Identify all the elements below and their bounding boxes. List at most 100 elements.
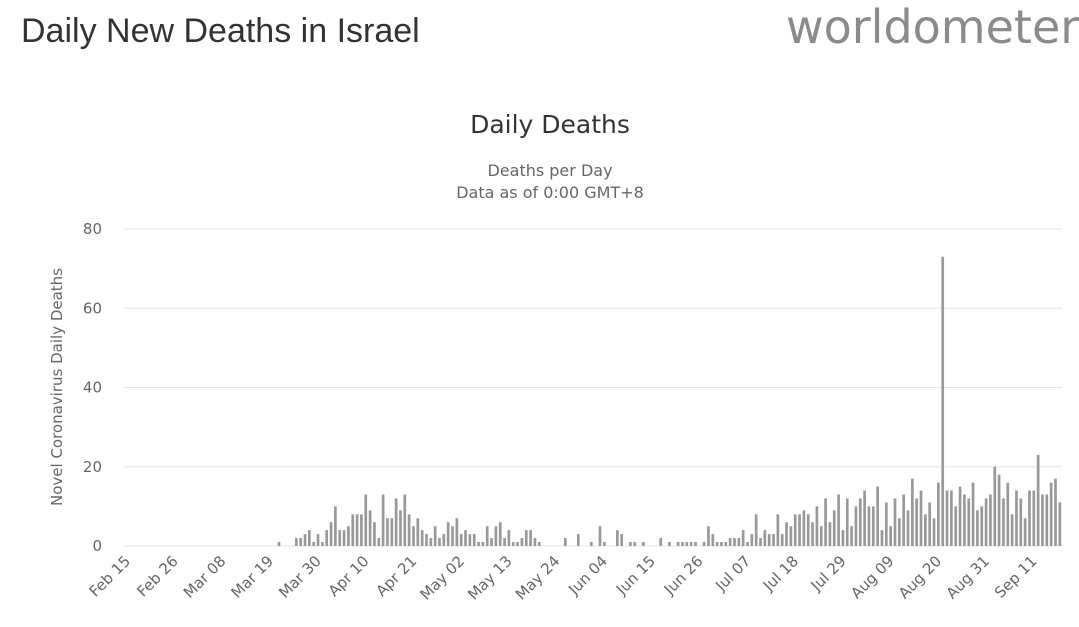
bar[interactable] <box>603 542 606 546</box>
bar[interactable] <box>338 530 342 546</box>
bar[interactable] <box>368 510 372 546</box>
bar[interactable] <box>967 498 971 546</box>
bar[interactable] <box>737 538 741 546</box>
bar[interactable] <box>494 526 498 546</box>
bar[interactable] <box>707 526 710 546</box>
bar[interactable] <box>876 486 879 546</box>
bar[interactable] <box>741 530 745 546</box>
bar[interactable] <box>889 526 892 546</box>
bar[interactable] <box>598 526 602 546</box>
bar[interactable] <box>1023 518 1027 546</box>
bar[interactable] <box>924 514 927 546</box>
bar[interactable] <box>785 522 788 546</box>
bar[interactable] <box>711 534 715 546</box>
bar[interactable] <box>1045 494 1049 546</box>
bar[interactable] <box>498 522 502 546</box>
bar[interactable] <box>381 494 385 546</box>
bar[interactable] <box>984 498 988 546</box>
bar[interactable] <box>537 542 541 546</box>
bar[interactable] <box>1036 454 1040 546</box>
bar[interactable] <box>850 526 853 546</box>
bar[interactable] <box>1006 482 1010 546</box>
bar[interactable] <box>668 542 671 546</box>
bar[interactable] <box>390 518 394 546</box>
bar[interactable] <box>715 542 719 546</box>
bar[interactable] <box>377 538 381 546</box>
bar[interactable] <box>446 522 450 546</box>
bar[interactable] <box>459 534 463 546</box>
bar[interactable] <box>299 538 303 546</box>
bar[interactable] <box>563 538 567 546</box>
bar[interactable] <box>811 522 814 546</box>
bar[interactable] <box>425 534 428 546</box>
bar[interactable] <box>950 490 953 546</box>
bar[interactable] <box>976 510 979 546</box>
bar[interactable] <box>642 542 645 546</box>
bar[interactable] <box>963 494 966 546</box>
bar[interactable] <box>1028 490 1031 546</box>
bar[interactable] <box>485 526 489 546</box>
bar[interactable] <box>733 538 736 546</box>
bar[interactable] <box>806 514 810 546</box>
bar[interactable] <box>694 542 697 546</box>
bar[interactable] <box>529 530 532 546</box>
bar[interactable] <box>633 542 637 546</box>
bar[interactable] <box>802 510 806 546</box>
bar[interactable] <box>455 518 459 546</box>
bar[interactable] <box>871 506 875 547</box>
bar[interactable] <box>971 482 975 546</box>
bar[interactable] <box>863 490 866 546</box>
bar[interactable] <box>1041 494 1044 546</box>
bar[interactable] <box>728 538 732 546</box>
bar[interactable] <box>945 490 949 546</box>
bar[interactable] <box>1049 482 1053 546</box>
bar[interactable] <box>303 534 307 546</box>
bar[interactable] <box>702 542 706 546</box>
bar[interactable] <box>746 542 749 546</box>
bar[interactable] <box>1054 478 1057 546</box>
bar[interactable] <box>919 490 923 546</box>
bar[interactable] <box>277 542 281 546</box>
bar[interactable] <box>516 542 519 546</box>
bar[interactable] <box>360 514 363 546</box>
bar[interactable] <box>932 518 936 546</box>
bar[interactable] <box>412 526 415 546</box>
bar[interactable] <box>989 494 992 546</box>
bar[interactable] <box>754 514 758 546</box>
bar[interactable] <box>416 518 420 546</box>
bar[interactable] <box>312 542 316 546</box>
bar[interactable] <box>511 542 515 546</box>
bar[interactable] <box>841 530 845 546</box>
bar[interactable] <box>854 506 858 547</box>
bar[interactable] <box>1058 502 1062 546</box>
bar[interactable] <box>997 474 1001 546</box>
bar[interactable] <box>451 526 454 546</box>
bar[interactable] <box>620 534 624 546</box>
bar[interactable] <box>589 542 593 546</box>
bar[interactable] <box>776 514 780 546</box>
bar[interactable] <box>1002 498 1005 546</box>
bar[interactable] <box>373 522 376 546</box>
bar[interactable] <box>780 534 784 546</box>
bar[interactable] <box>958 486 962 546</box>
bar[interactable] <box>477 542 480 546</box>
bar[interactable] <box>867 506 871 547</box>
bar[interactable] <box>347 526 350 546</box>
bar[interactable] <box>772 534 775 546</box>
bar[interactable] <box>832 510 836 546</box>
bar[interactable] <box>321 542 324 546</box>
bar[interactable] <box>824 498 827 546</box>
bar[interactable] <box>681 542 684 546</box>
bar[interactable] <box>941 256 945 546</box>
bar[interactable] <box>1010 514 1014 546</box>
bar[interactable] <box>355 514 359 546</box>
bar[interactable] <box>295 538 298 546</box>
bar[interactable] <box>316 534 320 546</box>
bar[interactable] <box>472 534 476 546</box>
bar[interactable] <box>1015 490 1018 546</box>
bar[interactable] <box>750 534 754 546</box>
bar[interactable] <box>893 498 897 546</box>
bar[interactable] <box>676 542 680 546</box>
bar[interactable] <box>902 494 906 546</box>
bar[interactable] <box>798 514 801 546</box>
